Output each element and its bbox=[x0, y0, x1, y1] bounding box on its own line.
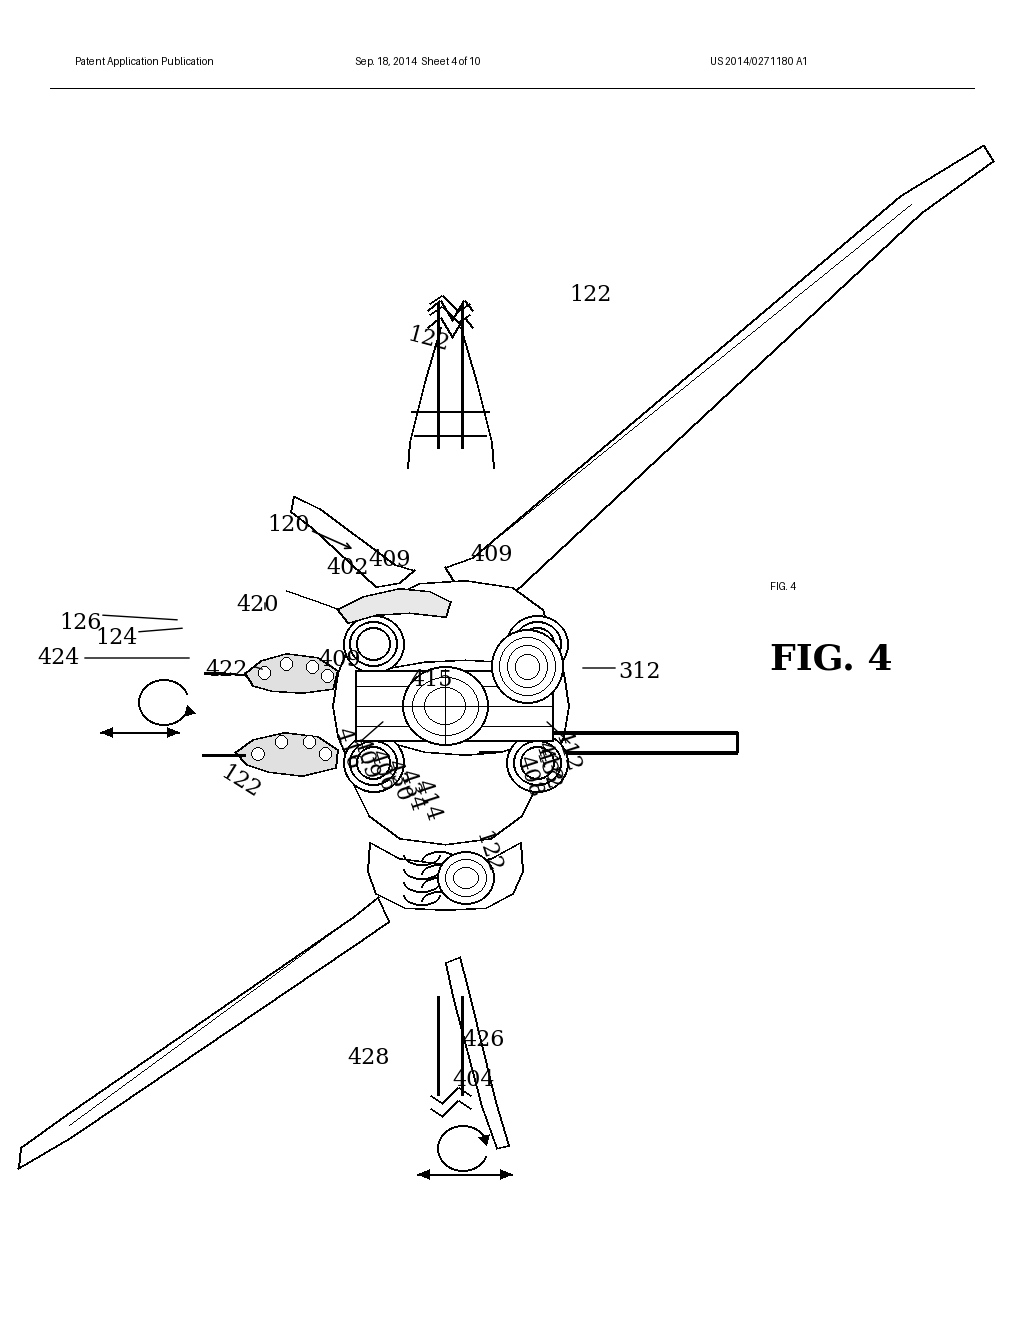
Text: 406: 406 bbox=[365, 746, 399, 793]
Text: 414: 414 bbox=[411, 776, 445, 824]
Text: 409: 409 bbox=[318, 649, 361, 671]
Text: 122: 122 bbox=[471, 829, 505, 875]
Text: 432: 432 bbox=[531, 744, 565, 792]
Text: 120: 120 bbox=[267, 513, 310, 536]
Text: 420: 420 bbox=[237, 594, 280, 616]
Text: 424: 424 bbox=[38, 647, 80, 669]
Text: 434: 434 bbox=[395, 767, 429, 813]
Text: 409: 409 bbox=[349, 734, 383, 781]
Text: 430: 430 bbox=[381, 756, 415, 804]
Text: 426: 426 bbox=[462, 1030, 505, 1051]
Text: 412: 412 bbox=[551, 726, 585, 774]
Text: 418: 418 bbox=[531, 738, 565, 785]
Text: 422: 422 bbox=[206, 659, 248, 681]
Text: 124: 124 bbox=[95, 627, 138, 649]
Text: 408: 408 bbox=[513, 752, 547, 800]
Text: 122: 122 bbox=[568, 284, 611, 306]
Text: 409: 409 bbox=[369, 549, 412, 572]
Text: 409: 409 bbox=[471, 544, 513, 566]
Text: 402: 402 bbox=[327, 557, 370, 579]
Text: FIG. 4: FIG. 4 bbox=[770, 643, 893, 677]
Text: 428: 428 bbox=[347, 1047, 390, 1069]
Text: 126: 126 bbox=[59, 612, 102, 634]
Text: 415: 415 bbox=[411, 669, 454, 690]
Text: 122: 122 bbox=[404, 323, 452, 356]
Text: 122: 122 bbox=[216, 762, 264, 803]
Text: 312: 312 bbox=[618, 661, 660, 682]
Text: 404: 404 bbox=[452, 1069, 495, 1092]
Text: 416: 416 bbox=[331, 725, 365, 772]
